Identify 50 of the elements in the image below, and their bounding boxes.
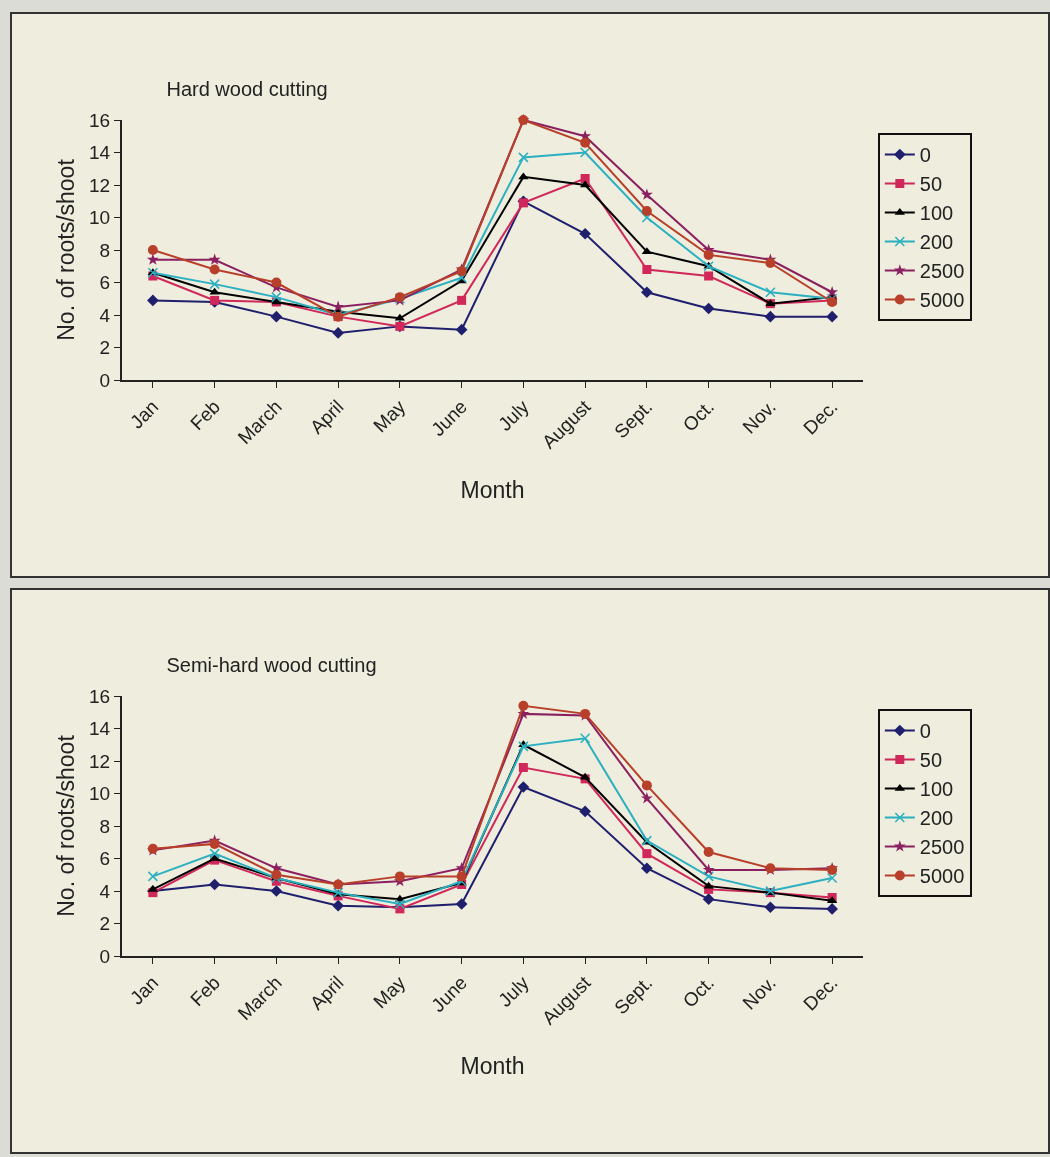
y-tick-label: 8 [99,815,111,837]
legend-label: 100 [919,778,954,801]
y-tick-label: 10 [89,207,111,229]
y-tick-label: 4 [99,304,111,326]
y-tick-label: 12 [89,174,111,196]
legend-label: 200 [919,807,954,830]
chart-title: Semi-hard wood cutting [166,654,377,676]
y-tick-label: 0 [99,369,111,391]
legend-label: 200 [919,231,954,254]
x-tick-label: Dec. [799,972,842,1015]
legend-label: 50 [919,173,943,196]
y-tick-label: 6 [99,272,111,294]
y-tick-label: 14 [89,718,111,740]
x-tick-label: Nov. [738,396,780,438]
legend-label: 50 [919,749,943,772]
x-tick-label: Feb [186,972,225,1010]
y-axis-title: No. of roots/shoot [53,734,80,917]
x-tick-label: Feb [186,396,225,434]
x-tick-label: Jan [125,972,163,1009]
chart-title: Hard wood cutting [166,78,328,100]
x-tick-label: July [494,971,534,1011]
legend-label: 0 [919,144,931,167]
y-tick-label: 2 [99,913,111,935]
y-axis-title: No. of roots/shoot [53,158,80,341]
y-tick-label: 16 [89,685,111,707]
y-tick-label: 2 [99,337,111,359]
legend-label: 100 [919,202,954,225]
legend-label: 2500 [919,836,965,859]
x-tick-label: Jan [125,396,163,433]
x-tick-label: May [369,971,410,1013]
y-tick-label: 16 [89,109,111,131]
x-tick-label: Nov. [738,972,780,1014]
x-axis-title: Month [460,1052,525,1079]
x-axis-title: Month [460,476,525,503]
legend-label: 2500 [919,260,965,283]
y-tick-label: 0 [99,945,111,967]
y-tick-label: 12 [89,750,111,772]
y-tick-label: 6 [99,848,111,870]
legend-label: 5000 [919,289,965,312]
y-tick-label: 8 [99,239,111,261]
x-tick-label: Oct. [678,972,719,1012]
legend-label: 0 [919,720,931,743]
y-tick-label: 14 [89,142,111,164]
y-tick-label: 10 [89,783,111,805]
x-tick-label: May [369,395,410,437]
x-tick-label: July [494,395,534,435]
x-tick-label: Dec. [799,396,842,439]
x-tick-label: Oct. [678,396,719,436]
y-tick-label: 4 [99,880,111,902]
legend-label: 5000 [919,865,965,888]
